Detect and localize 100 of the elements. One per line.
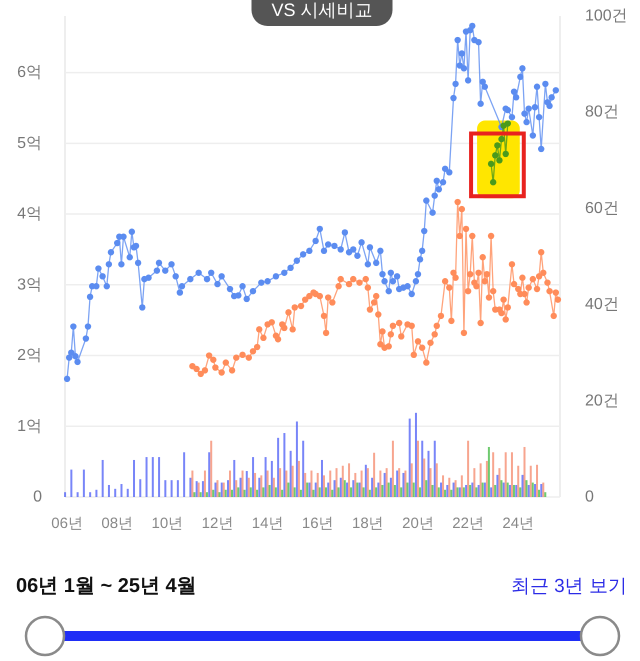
bar: [392, 440, 394, 497]
bar: [82, 470, 85, 497]
x-tick-label: 18년: [352, 515, 384, 532]
bar: [388, 482, 390, 497]
bar: [242, 470, 244, 497]
bar: [274, 487, 277, 497]
bar: [362, 487, 365, 497]
bar: [302, 440, 304, 497]
bar: [336, 468, 338, 497]
bar: [189, 478, 192, 497]
bar: [270, 460, 273, 497]
bar: [152, 457, 154, 497]
bar: [465, 484, 468, 497]
bar: [432, 484, 434, 497]
bar: [210, 440, 212, 497]
bar: [375, 487, 378, 497]
bar: [70, 470, 72, 497]
x-tick-label: 24년: [502, 515, 534, 532]
point: [494, 142, 501, 149]
bar: [224, 490, 227, 497]
y2-tick-label: 20건: [585, 392, 619, 410]
bar: [254, 472, 256, 497]
bar: [377, 482, 380, 497]
y2-tick-label: 0: [585, 488, 594, 506]
bar: [231, 490, 234, 497]
bar: [521, 474, 524, 497]
y-tick-label: 4억: [17, 206, 42, 223]
bar: [206, 492, 208, 497]
bar: [421, 440, 424, 497]
bar: [281, 490, 284, 497]
bar: [500, 480, 502, 497]
bar: [368, 490, 371, 497]
bar: [314, 482, 317, 497]
bar: [490, 487, 492, 497]
bar: [510, 452, 513, 497]
bar: [262, 487, 264, 497]
x-tick-label: 14년: [252, 515, 284, 532]
bar: [202, 481, 204, 497]
bar: [475, 487, 478, 497]
point: [492, 152, 498, 159]
x-tick-label: 20년: [402, 515, 434, 532]
bar: [452, 482, 455, 497]
bar: [170, 480, 173, 497]
bar: [467, 440, 470, 497]
bar: [320, 460, 323, 497]
bar: [76, 492, 79, 497]
bar: [237, 487, 240, 497]
bar: [390, 478, 392, 497]
bar: [515, 484, 518, 497]
point: [496, 157, 503, 164]
bar: [440, 482, 442, 497]
bar: [283, 433, 286, 497]
y-tick-label: 6억: [17, 64, 42, 82]
bar: [240, 478, 242, 497]
y-tick-label: 5억: [17, 134, 42, 152]
bar: [266, 470, 269, 497]
bar: [394, 484, 396, 497]
bar: [512, 484, 515, 497]
bar: [444, 490, 446, 497]
bar: [316, 472, 319, 497]
bar: [212, 490, 214, 497]
bar: [327, 482, 330, 497]
bar: [425, 480, 428, 497]
bar: [200, 492, 202, 497]
x-tick-label: 08년: [101, 515, 134, 532]
bar: [486, 460, 488, 497]
point: [504, 120, 511, 127]
bar: [322, 475, 325, 497]
bar: [371, 478, 374, 497]
bar: [146, 457, 148, 497]
bar: [366, 468, 369, 497]
bar: [268, 484, 271, 497]
bar: [430, 468, 432, 497]
bar: [442, 475, 444, 497]
bar: [193, 492, 196, 497]
bar: [450, 490, 452, 497]
bar: [89, 492, 92, 497]
bar: [292, 466, 294, 497]
bar: [250, 487, 252, 497]
bar: [228, 470, 231, 497]
x-tick-label: 16년: [302, 515, 334, 532]
bar: [294, 487, 296, 497]
bar: [348, 463, 350, 497]
bar: [133, 460, 136, 497]
bar: [354, 472, 356, 497]
bar: [158, 457, 160, 497]
bar: [235, 480, 238, 497]
bar: [277, 438, 280, 497]
bar: [285, 470, 288, 497]
bar: [423, 458, 426, 497]
bar: [478, 484, 480, 497]
y2-tick-label: 40건: [585, 296, 619, 314]
bar: [460, 475, 463, 497]
bar: [416, 440, 419, 497]
point: [488, 160, 494, 168]
y2-tick-label: 60건: [585, 200, 619, 217]
bar: [410, 463, 413, 497]
bar: [264, 457, 267, 497]
bar: [504, 452, 507, 497]
text: 06년 1월 ~ 25년 4월: [16, 575, 197, 597]
